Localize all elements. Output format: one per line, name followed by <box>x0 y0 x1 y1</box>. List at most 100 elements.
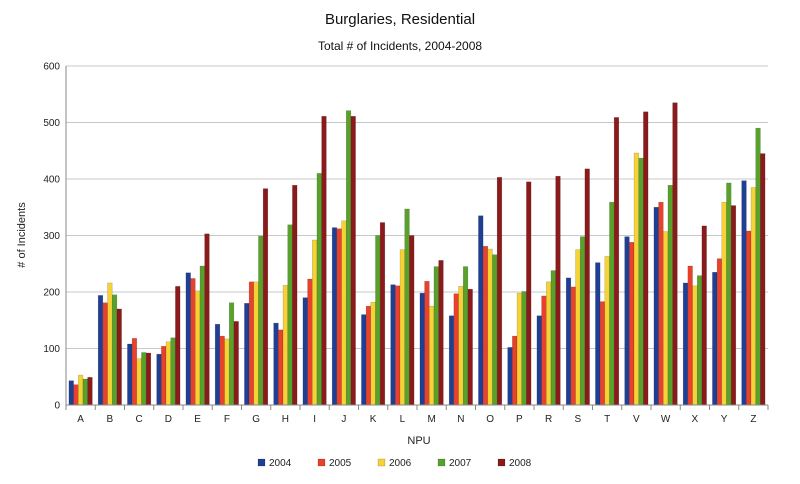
y-tick-label: 200 <box>43 288 60 299</box>
bar-L-2005 <box>395 285 401 406</box>
bar-N-2007 <box>462 266 469 406</box>
bar-J-2005 <box>336 228 342 406</box>
bar-M-2004 <box>419 292 425 406</box>
bar-H-2008 <box>292 184 298 406</box>
axes <box>65 66 769 410</box>
x-tick-label: L <box>400 414 406 425</box>
x-tick-label: B <box>107 414 114 425</box>
bar-X-2004 <box>682 282 689 406</box>
bar-B-2008 <box>116 308 122 406</box>
bar-R-2004 <box>536 315 542 406</box>
bar-Z-2005 <box>746 230 752 406</box>
bar-T-2008 <box>613 117 620 406</box>
x-tick-label: V <box>633 414 640 425</box>
bar-R-2005 <box>541 295 547 406</box>
x-tick-label: E <box>194 414 201 425</box>
bar-I-2007 <box>316 173 322 406</box>
bar-G-2008 <box>262 188 269 406</box>
bar-L-2008 <box>409 235 415 406</box>
x-tick-label: T <box>604 414 610 425</box>
bar-N-2004 <box>448 315 455 406</box>
bar-Y-2004 <box>712 271 718 406</box>
bar-A-2008 <box>87 377 93 406</box>
bar-K-2008 <box>379 222 386 406</box>
bar-B-2005 <box>102 302 108 406</box>
bar-P-2006 <box>516 292 522 406</box>
bar-K-2006 <box>370 301 376 406</box>
x-tick-label: W <box>661 414 671 425</box>
bar-P-2007 <box>521 291 527 406</box>
bar-V-2004 <box>624 236 630 406</box>
bar-T-2006 <box>604 256 610 406</box>
x-tick-label: K <box>370 414 377 425</box>
bar-K-2005 <box>365 305 372 406</box>
bar-O-2004 <box>478 215 484 406</box>
bar-D-2004 <box>156 353 162 406</box>
bar-I-2004 <box>302 297 308 406</box>
x-tick-label: D <box>165 414 172 425</box>
bar-V-2006 <box>633 152 639 406</box>
bar-C-2008 <box>145 352 152 406</box>
bar-S-2004 <box>565 277 572 406</box>
bar-N-2005 <box>453 293 459 406</box>
y-tick-label: 500 <box>43 118 60 129</box>
bar-Z-2006 <box>750 187 756 406</box>
bar-F-2004 <box>214 323 221 406</box>
bar-E-2007 <box>199 265 205 406</box>
bar-M-2006 <box>429 305 435 406</box>
bar-H-2006 <box>282 284 288 406</box>
x-tick-label: H <box>282 414 289 425</box>
bar-S-2008 <box>584 168 590 406</box>
bar-V-2007 <box>638 157 644 406</box>
bar-S-2006 <box>575 249 581 406</box>
x-tick-label: P <box>516 414 523 425</box>
bar-V-2008 <box>643 111 649 406</box>
legend-swatch-2005 <box>317 458 326 467</box>
y-tick-label: 300 <box>43 231 60 242</box>
bar-O-2007 <box>492 254 498 406</box>
bar-P-2008 <box>526 181 532 406</box>
bar-V-2005 <box>629 242 635 406</box>
y-axis-title: # of Incidents <box>16 202 28 268</box>
bar-F-2007 <box>228 302 235 406</box>
bar-T-2007 <box>609 201 615 406</box>
chart-subtitle: Total # of Incidents, 2004-2008 <box>318 39 482 53</box>
bar-O-2008 <box>496 177 503 406</box>
x-tick-label: Z <box>750 414 756 425</box>
bar-C-2006 <box>136 358 142 406</box>
bar-B-2004 <box>97 295 104 406</box>
bar-Z-2007 <box>755 127 761 406</box>
bar-P-2004 <box>507 347 513 406</box>
bar-H-2007 <box>287 224 293 406</box>
bar-X-2008 <box>701 225 707 406</box>
bar-L-2007 <box>404 208 410 406</box>
legend: 2004 2005 2006 2007 2008 <box>257 458 532 469</box>
y-tick-labels: 0 100 200 300 400 500 600 <box>43 62 60 412</box>
bar-D-2007 <box>170 337 176 406</box>
bar-D-2008 <box>175 286 181 406</box>
bar-H-2004 <box>273 322 279 406</box>
bar-B-2006 <box>107 282 113 406</box>
x-tick-label: G <box>252 414 260 425</box>
bar-K-2004 <box>361 314 367 406</box>
bar-F-2006 <box>224 338 230 406</box>
bar-W-2008 <box>672 102 678 406</box>
bar-G-2005 <box>248 281 255 406</box>
bar-Y-2007 <box>726 182 732 406</box>
legend-label-2006: 2006 <box>389 458 412 469</box>
bar-J-2006 <box>341 220 347 406</box>
bar-L-2004 <box>390 284 396 406</box>
bar-K-2007 <box>375 235 381 406</box>
bar-J-2004 <box>331 227 338 406</box>
bar-X-2006 <box>692 285 698 406</box>
y-tick-label: 0 <box>54 401 60 412</box>
bar-R-2007 <box>550 270 556 406</box>
bar-W-2007 <box>667 184 673 406</box>
x-tick-label: J <box>341 414 346 425</box>
bar-W-2005 <box>658 201 664 406</box>
x-tick-label: N <box>457 414 464 425</box>
bar-Z-2004 <box>741 180 747 406</box>
bars <box>68 102 766 406</box>
bar-F-2005 <box>219 335 225 406</box>
